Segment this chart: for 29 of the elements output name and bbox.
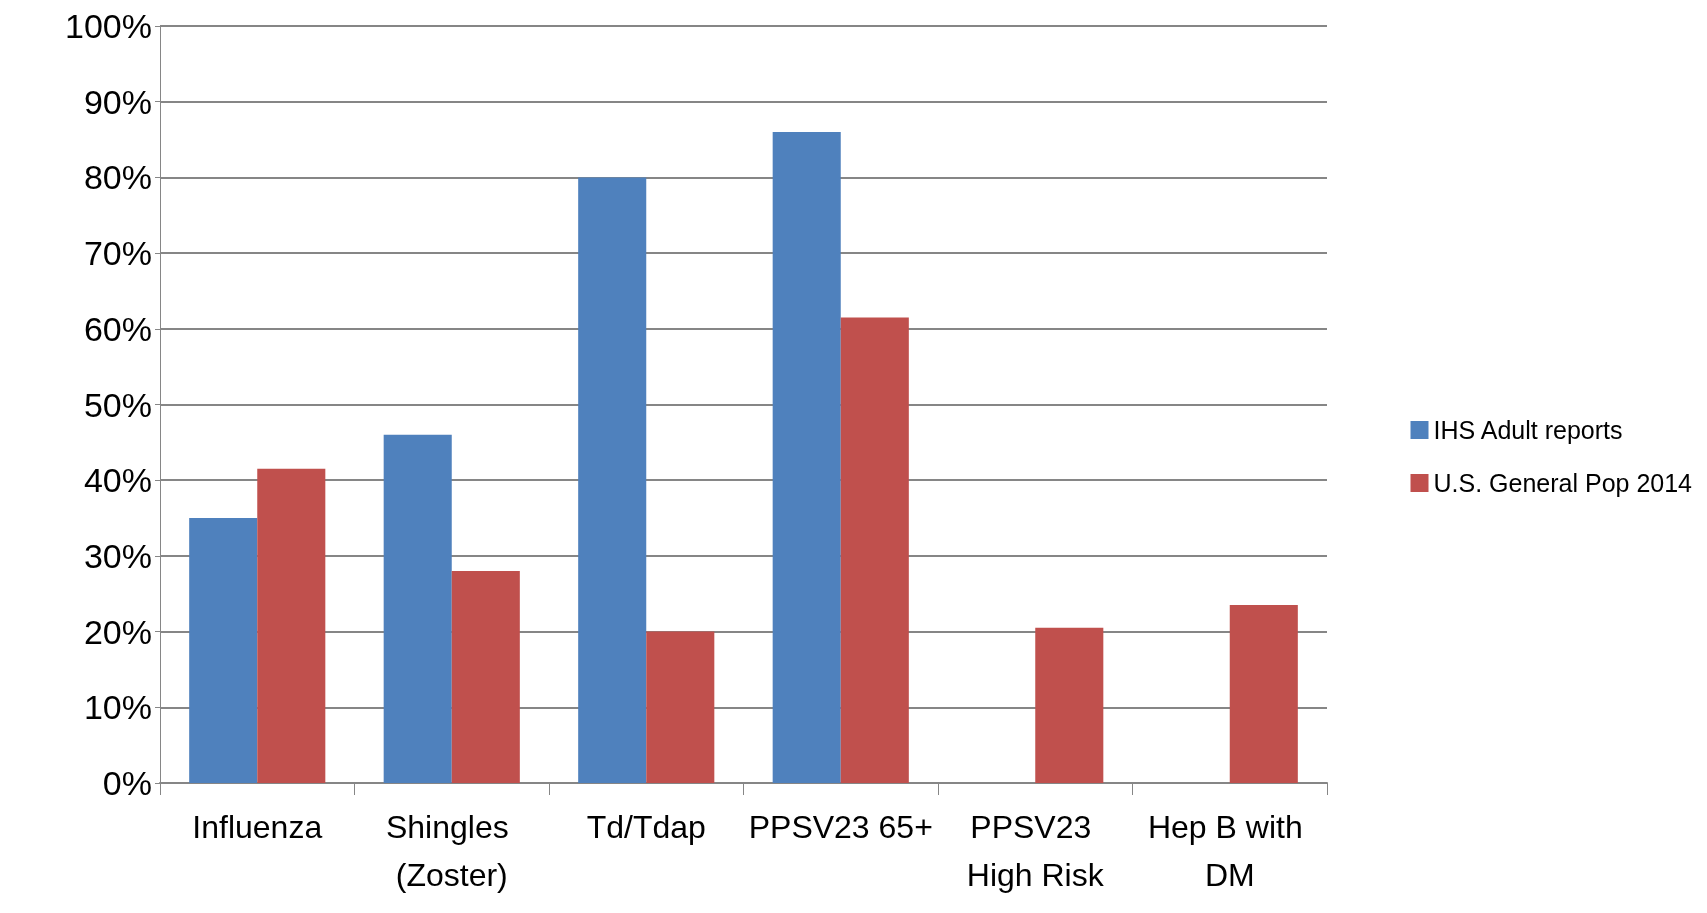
y-tick-label: 90% — [83, 82, 152, 121]
x-tick-label: Td/Tdap — [586, 809, 706, 845]
bar — [646, 631, 715, 783]
bar — [189, 518, 258, 783]
x-tick-label: Shingles (Zoster) — [385, 809, 518, 893]
y-tick-label: 40% — [83, 461, 152, 500]
x-tick-label: PPSV23 High Risk — [966, 809, 1105, 893]
bar — [1229, 605, 1298, 783]
y-tick-label: 100% — [65, 7, 152, 45]
x-tick-label: Hep B with DM — [1147, 809, 1312, 893]
y-tick-label: 20% — [83, 612, 152, 651]
legend-label: U.S. General Pop 2014 — [1433, 469, 1693, 497]
bar — [578, 177, 647, 783]
y-tick-label: 70% — [83, 234, 152, 273]
bar — [772, 131, 841, 783]
x-tick-label: Influenza — [192, 809, 323, 845]
bar — [451, 571, 520, 783]
bar — [257, 468, 326, 783]
bar — [840, 317, 909, 783]
y-tick-label: 30% — [83, 536, 152, 575]
y-tick-label: 0% — [102, 764, 152, 802]
bar — [383, 434, 452, 783]
bar — [1035, 627, 1104, 783]
x-tick-label: PPSV23 65+ — [748, 809, 933, 845]
y-tick-label: 50% — [83, 385, 152, 424]
legend-label: IHS Adult reports — [1433, 416, 1623, 444]
y-tick-label: 80% — [83, 158, 152, 197]
y-tick-label: 10% — [83, 688, 152, 727]
y-tick-label: 60% — [83, 309, 152, 348]
